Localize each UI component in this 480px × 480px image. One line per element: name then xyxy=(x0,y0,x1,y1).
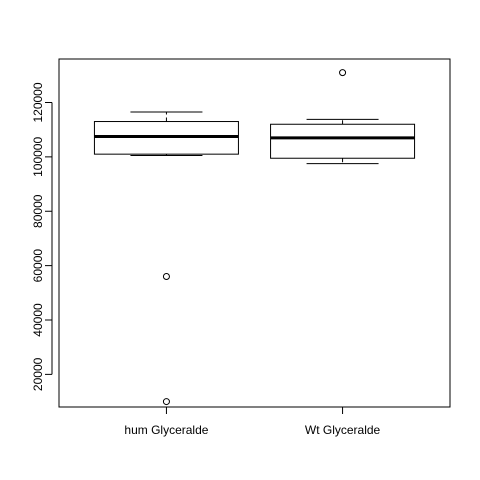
y-tick-label: 120000 xyxy=(31,82,45,122)
box-group xyxy=(93,111,239,406)
outlier-point xyxy=(339,69,347,77)
box-group xyxy=(270,69,416,165)
x-tick-label: hum Glyceralde xyxy=(124,423,208,437)
box-iqr xyxy=(270,123,416,159)
y-tick-label: 80000 xyxy=(31,194,45,228)
boxes xyxy=(93,69,416,406)
outlier-point xyxy=(162,273,170,280)
outlier-point xyxy=(162,398,170,406)
y-axis: 20000 40000 60000 80000 100000 120000 xyxy=(31,82,53,391)
y-tick-label: 20000 xyxy=(31,357,45,391)
plot-frame xyxy=(58,58,451,408)
y-tick-label: 100000 xyxy=(31,137,45,177)
y-tick-label: 60000 xyxy=(31,249,45,283)
x-axis: hum Glyceralde Wt Glyceralde xyxy=(124,407,381,437)
y-tick-label: 40000 xyxy=(31,303,45,337)
x-tick-label: Wt Glyceralde xyxy=(305,423,381,437)
